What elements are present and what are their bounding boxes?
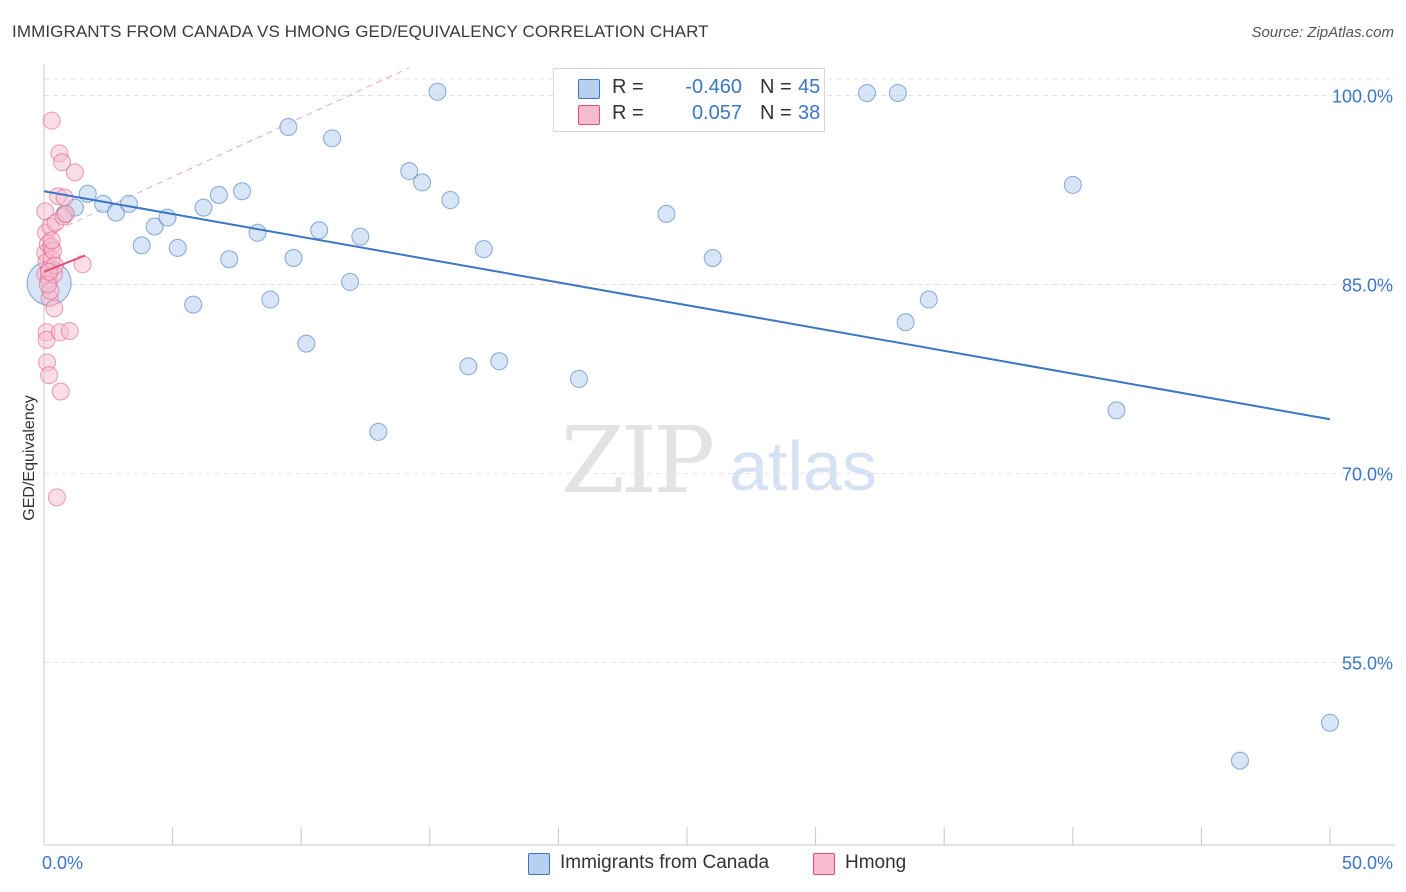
legend-n-label: N = — [760, 102, 792, 124]
canada-point — [132, 236, 151, 255]
canada-point — [323, 129, 342, 148]
canada-point — [413, 173, 432, 192]
legend-r-label: R = — [612, 76, 644, 98]
x-tick-label-min: 0.0% — [42, 853, 83, 873]
canada-point — [248, 223, 267, 242]
canada-point — [233, 182, 252, 201]
hmong-swatch — [578, 105, 600, 125]
legend-n-value-canada: 45 — [798, 76, 821, 98]
hmong-point — [53, 153, 72, 172]
hmong-point — [60, 322, 79, 341]
legend-r-value-hmong: 0.057 — [691, 102, 742, 124]
y-tick-label: 70.0% — [1342, 464, 1393, 484]
canada-swatch — [528, 853, 550, 875]
legend-r-label: R = — [612, 102, 644, 124]
canada-trendline — [43, 190, 1331, 421]
hmong-point — [56, 204, 75, 223]
canada-point — [1321, 713, 1339, 732]
canada-point — [310, 221, 329, 240]
canada-point — [297, 334, 316, 353]
canada-point — [896, 313, 915, 332]
y-tick-label: 85.0% — [1342, 275, 1393, 295]
hmong-point — [55, 188, 74, 207]
x-tick-label-max: 50.0% — [1342, 853, 1393, 873]
y-tick-label: 100.0% — [1332, 86, 1393, 106]
canada-point — [184, 295, 203, 314]
canada-point — [168, 238, 187, 257]
hmong-point — [51, 382, 70, 401]
watermark-zip: ZIP — [561, 407, 712, 514]
hmong-point — [42, 111, 61, 130]
legend-n-value-hmong: 38 — [798, 102, 821, 124]
canada-point — [428, 82, 447, 101]
bottom-legend-label-hmong: Hmong — [845, 852, 907, 873]
canada-point — [261, 290, 280, 309]
canada-point — [400, 162, 419, 181]
canada-point — [703, 248, 722, 267]
watermark-atlas: atlas — [729, 427, 877, 505]
legend-n-label: N = — [760, 76, 792, 98]
canada-point — [657, 204, 676, 223]
hmong-trend-extension — [56, 67, 410, 231]
hmong-point — [40, 262, 59, 281]
hmong-point — [40, 366, 59, 385]
canada-point — [220, 250, 239, 269]
canada-point — [569, 369, 588, 388]
bottom-legend-label-canada: Immigrants from Canada — [560, 852, 770, 873]
hmong-trendline — [43, 254, 86, 273]
hmong-point — [45, 299, 64, 318]
canada-point — [1063, 175, 1082, 194]
canada-point — [369, 422, 388, 441]
canada-point — [341, 272, 360, 291]
y-tick-label: 55.0% — [1342, 653, 1393, 673]
hmong-point — [65, 163, 84, 182]
canada-point — [1107, 401, 1126, 420]
legend-r-value-canada: -0.460 — [685, 76, 742, 98]
canada-point — [284, 248, 303, 267]
canada-point — [919, 290, 938, 309]
stats-legend: R = -0.460 N = 45 R = 0.057 N = 38 — [553, 68, 825, 132]
canada-point — [441, 191, 460, 210]
canada-point — [351, 227, 370, 246]
canada-point — [459, 357, 478, 376]
canada-swatch — [578, 79, 600, 99]
canada-point — [194, 198, 213, 217]
canada-point — [1230, 751, 1249, 770]
canada-point — [888, 83, 907, 102]
source-credit: Source: ZipAtlas.com — [1251, 24, 1394, 41]
hmong-point — [47, 488, 66, 507]
canada-point — [490, 352, 509, 371]
canada-point — [119, 194, 138, 213]
canada-point — [145, 217, 164, 236]
canada-point — [209, 186, 228, 205]
canada-point — [279, 117, 298, 136]
chart-title: IMMIGRANTS FROM CANADA VS HMONG GED/EQUI… — [12, 22, 709, 41]
hmong-swatch — [813, 853, 835, 875]
canada-point — [858, 83, 877, 102]
canada-point — [474, 240, 493, 259]
y-axis-label: GED/Equivalency — [21, 395, 38, 520]
hmong-point — [42, 231, 61, 250]
